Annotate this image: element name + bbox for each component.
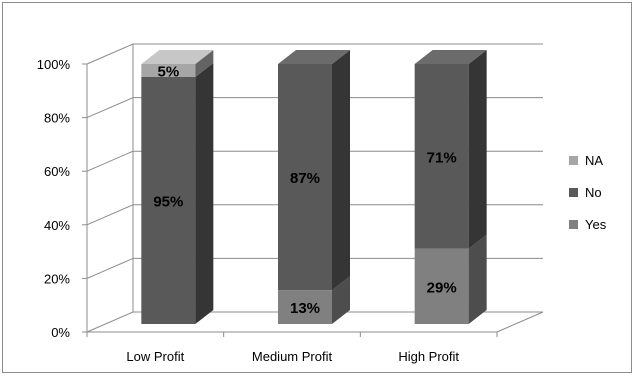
y-tick-label: 100% <box>37 57 71 72</box>
bar-segment-yes-front[interactable] <box>414 248 469 324</box>
bar-segment-no-side <box>468 50 487 249</box>
gridline-depth <box>86 150 134 172</box>
data-label: 29% <box>427 279 457 296</box>
bar-segment-no-side <box>332 50 350 291</box>
x-category-label: Low Profit <box>126 349 184 364</box>
y-tick-label: 40% <box>44 218 70 233</box>
data-label: 71% <box>427 149 457 166</box>
bar-segment-no-top <box>414 50 487 64</box>
legend-label-no: No <box>585 185 602 200</box>
legend-swatch-na <box>569 156 578 165</box>
gridline-depth <box>86 97 134 119</box>
legend-swatch-no <box>569 188 578 197</box>
bar-segment-yes-side <box>332 276 350 324</box>
bar-segment-na-top <box>141 50 214 64</box>
gridline-depth <box>86 311 134 333</box>
y-tick-label: 20% <box>44 271 70 286</box>
bar-segment-no-front[interactable] <box>278 64 332 291</box>
legend-label-na: NA <box>585 153 603 168</box>
bar-segment-yes-side <box>468 234 487 324</box>
y-tick-label: 80% <box>44 111 70 126</box>
x-category-label: Medium Profit <box>252 349 333 364</box>
data-label: 13% <box>290 300 320 317</box>
floor-right-edge <box>496 311 544 333</box>
bar-segment-no-front[interactable] <box>414 64 469 249</box>
gridline-depth <box>86 43 134 65</box>
gridline-depth <box>86 204 134 226</box>
data-label: 5% <box>157 64 179 81</box>
gridline-depth <box>86 257 134 279</box>
y-tick-label: 0% <box>51 325 70 340</box>
bar-segment-na-front[interactable] <box>141 64 196 77</box>
bar-segment-yes-front[interactable] <box>278 290 332 324</box>
bar-segment-no-top <box>278 50 350 64</box>
bar-segment-na-side <box>195 50 214 77</box>
bar-segment-no-front[interactable] <box>141 77 196 324</box>
legend-label-yes: Yes <box>585 217 607 232</box>
data-label: 87% <box>290 170 320 187</box>
data-label: 95% <box>153 194 183 211</box>
bar-segment-no-side <box>195 63 214 324</box>
x-category-label: High Profit <box>398 349 459 364</box>
y-tick-label: 60% <box>44 164 70 179</box>
legend-swatch-yes <box>569 220 578 229</box>
